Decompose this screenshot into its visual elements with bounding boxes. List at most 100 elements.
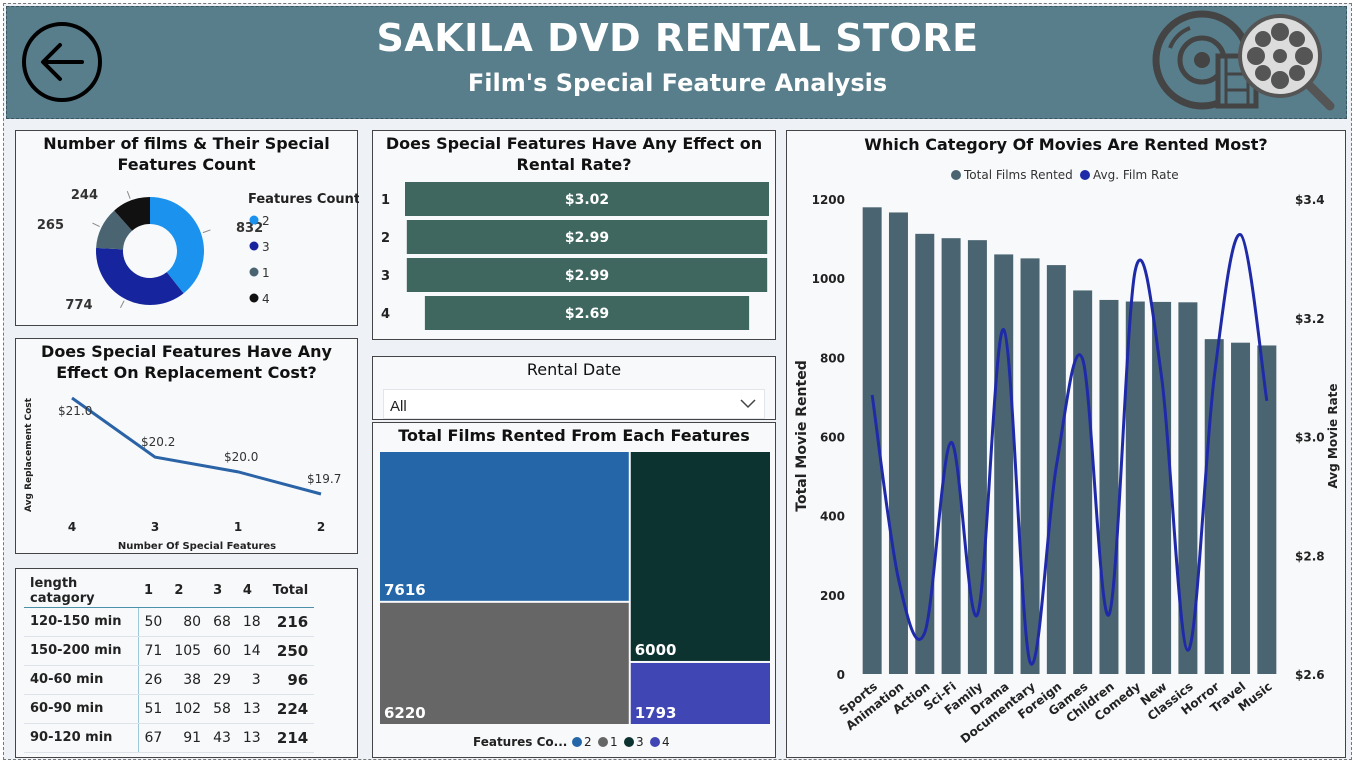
donut-slice-4[interactable] xyxy=(114,197,150,231)
table-cell: 43 xyxy=(207,723,237,753)
category-bar[interactable] xyxy=(1073,290,1093,674)
table-header-cell[interactable]: 4 xyxy=(236,575,267,608)
donut-leader-line xyxy=(120,300,125,309)
rental-rate-category-label: 2 xyxy=(381,231,390,246)
donut-leader-line xyxy=(126,190,131,199)
treemap-legend-title: Features Co... xyxy=(473,735,567,749)
rental-rate-bar[interactable] xyxy=(405,182,769,216)
table-cell: 80 xyxy=(168,607,208,637)
category-bar[interactable] xyxy=(994,254,1014,674)
treemap-data-label: 6220 xyxy=(384,704,426,722)
replacement-title: Does Special Features Have Any Effect On… xyxy=(41,342,332,382)
table-header-cell[interactable]: 3 xyxy=(207,575,237,608)
category-bar[interactable] xyxy=(862,207,882,674)
category-y2-tick: $3.4 xyxy=(1295,193,1325,207)
treemap-legend-label: 3 xyxy=(636,735,644,749)
table-row-label: 60-90 min xyxy=(24,694,139,724)
replacement-y-axis-label: Avg Replacement Cost xyxy=(24,397,34,512)
slicer-value: All xyxy=(390,398,407,415)
table-cell: 18 xyxy=(236,607,267,637)
rental-rate-category-label: 4 xyxy=(381,307,390,322)
rental-rate-bar[interactable] xyxy=(424,296,750,330)
rental-rate-bar[interactable] xyxy=(406,258,768,292)
replacement-data-label: $20.0 xyxy=(224,450,258,464)
table-header-cell[interactable]: 1 xyxy=(138,575,169,608)
rental-rate-category-label: 3 xyxy=(381,269,390,284)
table-row-label: 120-150 min xyxy=(24,607,139,637)
table-header-cell[interactable]: 2 xyxy=(168,575,208,608)
rental-rate-data-label: $2.99 xyxy=(565,230,609,246)
replacement-chart: $21.0 4 $20.2 3 $20.0 1 $19.7 2 Number Of Specia… xyxy=(24,396,341,552)
table-cell: 216 xyxy=(266,607,315,637)
donut-legend-label: 4 xyxy=(262,292,270,306)
table-row: 120-150 min 50 80 68 18 216 xyxy=(24,607,315,637)
table-row-label: 40-60 min xyxy=(24,665,139,695)
table-cell: 50 xyxy=(138,607,169,637)
chevron-down-icon[interactable] xyxy=(740,399,756,409)
donut-legend-title: Features Count xyxy=(248,192,359,207)
treemap-tile-4[interactable] xyxy=(630,662,770,724)
treemap-tile-1[interactable] xyxy=(380,602,629,724)
donut-slice-2[interactable] xyxy=(150,197,204,294)
donut-legend-marker xyxy=(249,267,259,277)
category-y2-tick: $2.6 xyxy=(1295,668,1325,682)
category-bar[interactable] xyxy=(915,233,935,674)
treemap-panel: Total Films Rented From Each Features 76… xyxy=(372,422,776,758)
donut-data-label: 832 xyxy=(236,221,263,236)
category-bar[interactable] xyxy=(941,238,961,674)
category-bar[interactable] xyxy=(1257,345,1277,674)
table-header-cell[interactable]: Total xyxy=(266,575,315,608)
replacement-x-tick: 4 xyxy=(68,520,76,534)
table-cell: 214 xyxy=(266,723,315,753)
table-row: 60-90 min 51 102 58 13 224 xyxy=(24,694,315,724)
treemap-legend-marker xyxy=(598,737,608,747)
rental-rate-panel: Does Special Features Have Any Effect on… xyxy=(372,130,776,340)
treemap-tile-2[interactable] xyxy=(380,452,629,601)
rental-rate-bar[interactable] xyxy=(406,220,768,254)
category-legend-marker xyxy=(1080,170,1090,180)
category-y-tick: 800 xyxy=(820,351,845,365)
table-cell: 13 xyxy=(236,723,267,753)
treemap-legend-marker xyxy=(650,737,660,747)
category-y2-tick: $2.8 xyxy=(1295,549,1325,563)
table-cell: 13 xyxy=(236,694,267,724)
donut-data-label: 774 xyxy=(65,298,92,313)
table-cell: 96 xyxy=(266,665,315,695)
length-table: length catagory 1 2 3 4 Total 120-150 min 50 80… xyxy=(24,575,315,753)
category-y2-tick: $3.0 xyxy=(1295,431,1325,445)
treemap-legend-label: 1 xyxy=(610,735,618,749)
category-y2-axis-label: Avg Movie Rate xyxy=(1326,383,1340,488)
rental-rate-category-label: 1 xyxy=(381,193,390,208)
replacement-line[interactable] xyxy=(71,396,322,496)
replacement-data-label: $19.7 xyxy=(307,472,341,486)
category-bar[interactable] xyxy=(1231,342,1251,674)
category-bar[interactable] xyxy=(1099,299,1119,674)
donut-panel: Number of films & Their Special Features… xyxy=(15,130,359,326)
rental-rate-title: Does Special Features Have Any Effect on… xyxy=(385,134,763,174)
replacement-x-tick: 2 xyxy=(317,520,325,534)
back-arrow-icon[interactable] xyxy=(20,20,104,104)
category-title: Which Category Of Movies Are Rented Most… xyxy=(864,135,1268,154)
rental-date-dropdown[interactable]: All xyxy=(383,389,765,419)
category-y-tick: 0 xyxy=(837,668,845,682)
treemap-chart: 7616 6220 6000 1793 Features Co... 2 1 3 4 xyxy=(380,452,770,749)
treemap-legend-marker xyxy=(572,737,582,747)
treemap-data-label: 1793 xyxy=(635,704,677,722)
category-bar[interactable] xyxy=(1020,258,1040,674)
donut-slice-3[interactable] xyxy=(96,247,184,305)
avg-film-rate-line[interactable] xyxy=(870,233,1269,666)
category-bar[interactable] xyxy=(1125,301,1145,674)
table-cell: 14 xyxy=(236,636,267,666)
donut-leader-line xyxy=(202,229,211,234)
category-bar[interactable] xyxy=(1178,302,1198,674)
donut-title: Number of films & Their Special Features… xyxy=(43,134,330,174)
table-header-cell[interactable]: length catagory xyxy=(24,575,138,608)
category-bar[interactable] xyxy=(1152,301,1172,674)
treemap-tile-3[interactable] xyxy=(630,452,770,661)
donut-slice-1[interactable] xyxy=(96,210,133,250)
donut-legend-marker xyxy=(249,293,259,303)
category-chart: 0 200 400 600 800 1000 1200 $2.6 $2.8 $3.0 $3.2 $3.… xyxy=(794,168,1340,746)
replacement-data-label: $21.0 xyxy=(58,404,92,418)
table-cell: 38 xyxy=(168,665,208,695)
category-y-tick: 1000 xyxy=(812,272,845,286)
